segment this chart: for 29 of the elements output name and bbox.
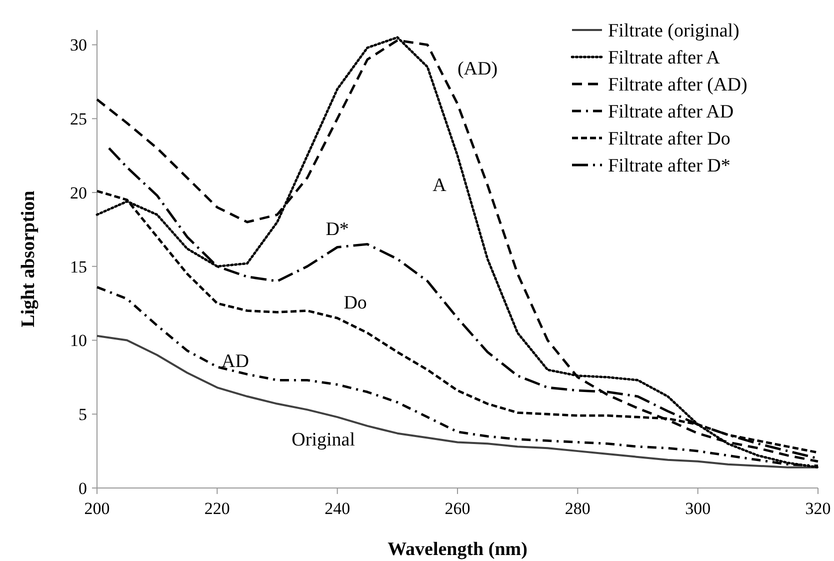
x-tick-label: 240 bbox=[324, 499, 350, 518]
y-tick-label: 0 bbox=[78, 478, 87, 498]
x-tick-label: 260 bbox=[444, 499, 470, 518]
legend-label: Filtrate (original) bbox=[608, 20, 740, 42]
y-tick-label: 25 bbox=[70, 110, 87, 129]
annotation: D* bbox=[326, 218, 349, 240]
legend-label: Filtrate after A bbox=[608, 48, 720, 69]
x-tick-label: 300 bbox=[685, 499, 711, 518]
legend-label: Filtrate after AD bbox=[608, 102, 734, 123]
legend-label: Filtrate after D* bbox=[608, 156, 730, 177]
y-tick-label: 15 bbox=[70, 257, 87, 276]
annotation: A bbox=[432, 175, 447, 196]
annotation: Do bbox=[344, 292, 367, 314]
annotation: AD bbox=[221, 350, 249, 372]
x-tick-label: 200 bbox=[84, 499, 110, 518]
y-tick-label: 20 bbox=[70, 183, 87, 202]
x-tick-label: 280 bbox=[564, 499, 590, 518]
x-tick-label: 220 bbox=[204, 499, 230, 518]
y-axis-title: Light absorption bbox=[18, 190, 39, 328]
legend-label: Filtrate after Do bbox=[608, 128, 730, 150]
line-series bbox=[96, 334, 819, 468]
y-tick-label: 5 bbox=[78, 405, 87, 424]
y-tick-label: 10 bbox=[70, 331, 87, 350]
x-axis-title: Wavelength (nm) bbox=[388, 539, 528, 560]
y-tick-label: 30 bbox=[70, 36, 87, 55]
annotation: (AD) bbox=[457, 58, 498, 80]
x-tick-label: 320 bbox=[805, 499, 831, 518]
annotation: Original bbox=[292, 430, 355, 451]
legend-label: Filtrate after (AD) bbox=[608, 74, 748, 96]
